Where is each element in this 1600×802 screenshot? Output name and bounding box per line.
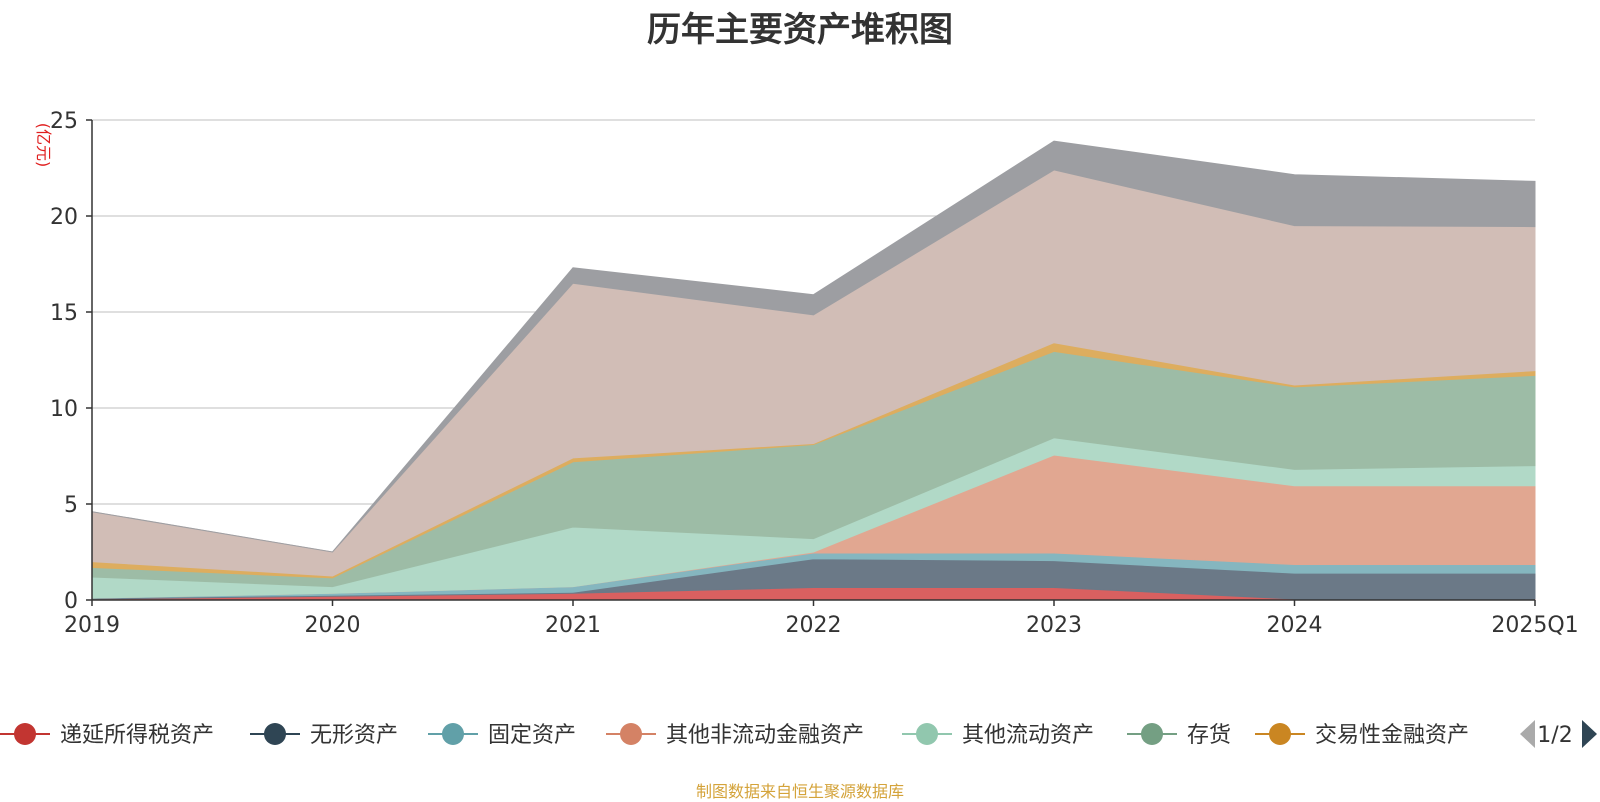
legend-label-7: 交易性金融资产	[1315, 723, 1469, 748]
y-tick-label: 10	[50, 397, 78, 422]
legend-label-2: 无形资产	[310, 723, 398, 748]
legend-label-5: 其他流动资产	[962, 723, 1094, 748]
legend-marker-2	[264, 723, 286, 745]
legend-label-3: 固定资产	[488, 723, 576, 748]
legend-marker-3	[442, 723, 464, 745]
legend-marker-5	[916, 723, 938, 745]
legend-marker-7	[1269, 723, 1291, 745]
x-tick-label: 2021	[545, 613, 601, 638]
x-tick-label: 2023	[1026, 613, 1082, 638]
x-tick-label: 2022	[786, 613, 842, 638]
x-tick-label: 2020	[305, 613, 361, 638]
y-tick-label: 0	[64, 589, 78, 614]
legend-prev-page-icon[interactable]	[1520, 720, 1535, 748]
legend-page-indicator: 1/2	[1537, 723, 1572, 748]
y-tick-label: 5	[64, 493, 78, 518]
y-tick-label: 25	[50, 109, 78, 134]
chart-title: 历年主要资产堆积图	[647, 10, 953, 50]
source-note: 制图数据来自恒生聚源数据库	[695, 782, 904, 801]
y-tick-label: 20	[50, 205, 78, 230]
legend-label-1: 递延所得税资产	[60, 723, 214, 748]
x-tick-label: 2019	[64, 613, 120, 638]
legend-marker-1	[14, 723, 36, 745]
legend-label-6: 存货	[1187, 723, 1231, 748]
legend-label-4: 其他非流动金融资产	[666, 723, 864, 748]
area-series-9	[91, 140, 1536, 553]
y-axis-unit-label: (亿元)	[34, 123, 53, 168]
legend-next-page-icon[interactable]	[1582, 720, 1597, 748]
legend-marker-4	[620, 723, 642, 745]
y-tick-label: 15	[50, 301, 78, 326]
x-tick-label: 2025Q1	[1491, 613, 1578, 638]
x-tick-label: 2024	[1267, 613, 1323, 638]
legend-marker-6	[1141, 723, 1163, 745]
